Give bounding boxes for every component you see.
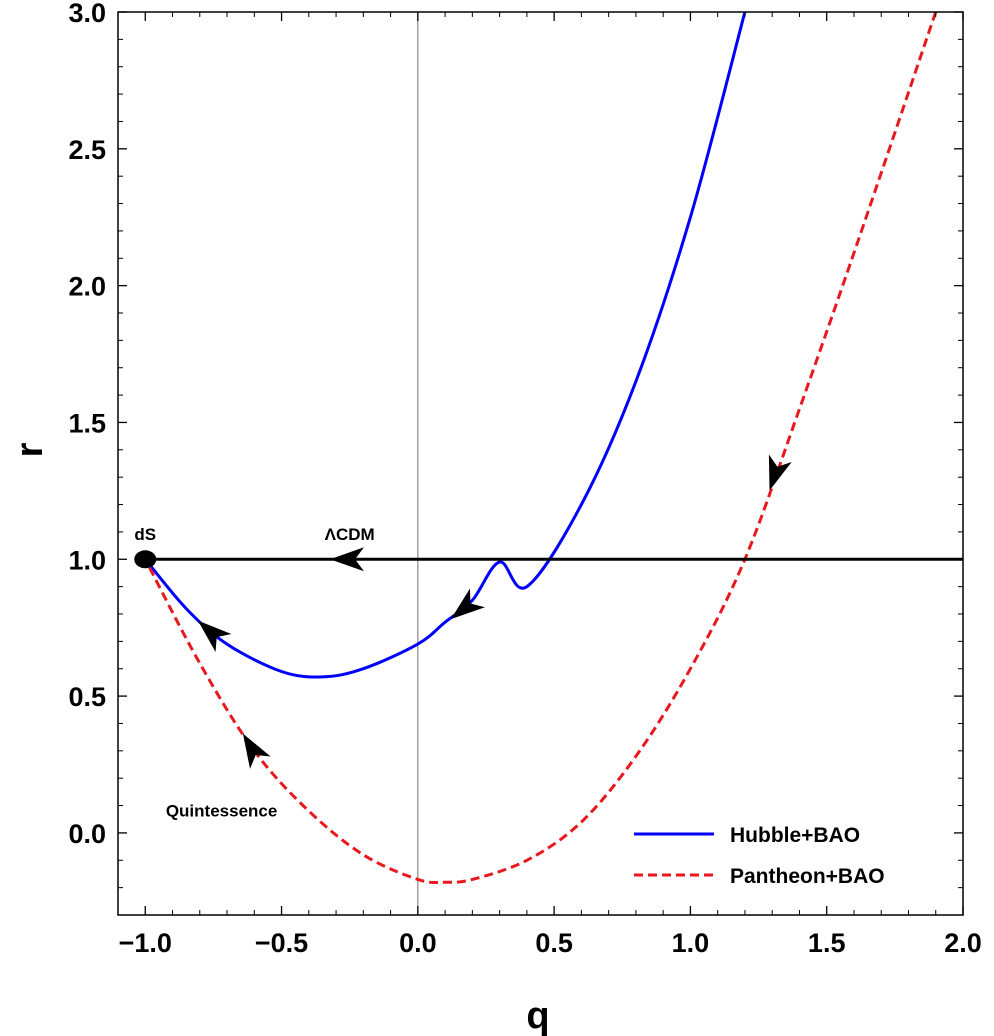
x-tick-label: 2.0: [944, 928, 982, 958]
hubble-bao-arrow-upper: [450, 588, 485, 620]
hubble-bao-arrow-lower: [197, 620, 232, 653]
legend-label-pantheon-bao: Pantheon+BAO: [730, 865, 885, 888]
series-hubble-bao-curve: [144, 12, 747, 679]
y-tick-label: 1.0: [68, 545, 106, 575]
quintessence-label: Quintessence: [166, 801, 278, 820]
y-tick-label: 0.5: [68, 682, 106, 712]
y-axis-title: r: [9, 442, 51, 457]
y-tick-label: 1.5: [68, 408, 106, 438]
x-tick-label: −1.0: [119, 928, 172, 958]
y-tick-label: 3.0: [68, 0, 106, 28]
lcdm-arrow: [330, 547, 364, 572]
legend: Hubble+BAO Pantheon+BAO: [634, 824, 885, 888]
pantheon-bao-arrow-lower: [242, 733, 271, 769]
plot-frame: [117, 11, 964, 916]
y-tick-label: 0.0: [68, 819, 106, 849]
x-tick-label: 0.0: [399, 928, 437, 958]
y-tick-label: 2.0: [68, 272, 106, 302]
series-pantheon-bao-curve: [143, 12, 938, 885]
x-tick-label: 1.5: [808, 928, 846, 958]
pantheon-bao-arrow-upper: [768, 454, 792, 491]
x-tick-label: 0.5: [535, 928, 573, 958]
x-tick-label: −0.5: [255, 928, 308, 958]
ds-label: dS: [134, 525, 156, 544]
lcdm-label: ΛCDM: [325, 525, 375, 544]
legend-label-hubble-bao: Hubble+BAO: [730, 824, 860, 847]
y-tick-label: 2.5: [68, 135, 106, 165]
x-axis-title: q: [526, 995, 549, 1036]
x-tick-label: 1.0: [672, 928, 710, 958]
ds-point-marker: [134, 550, 157, 569]
